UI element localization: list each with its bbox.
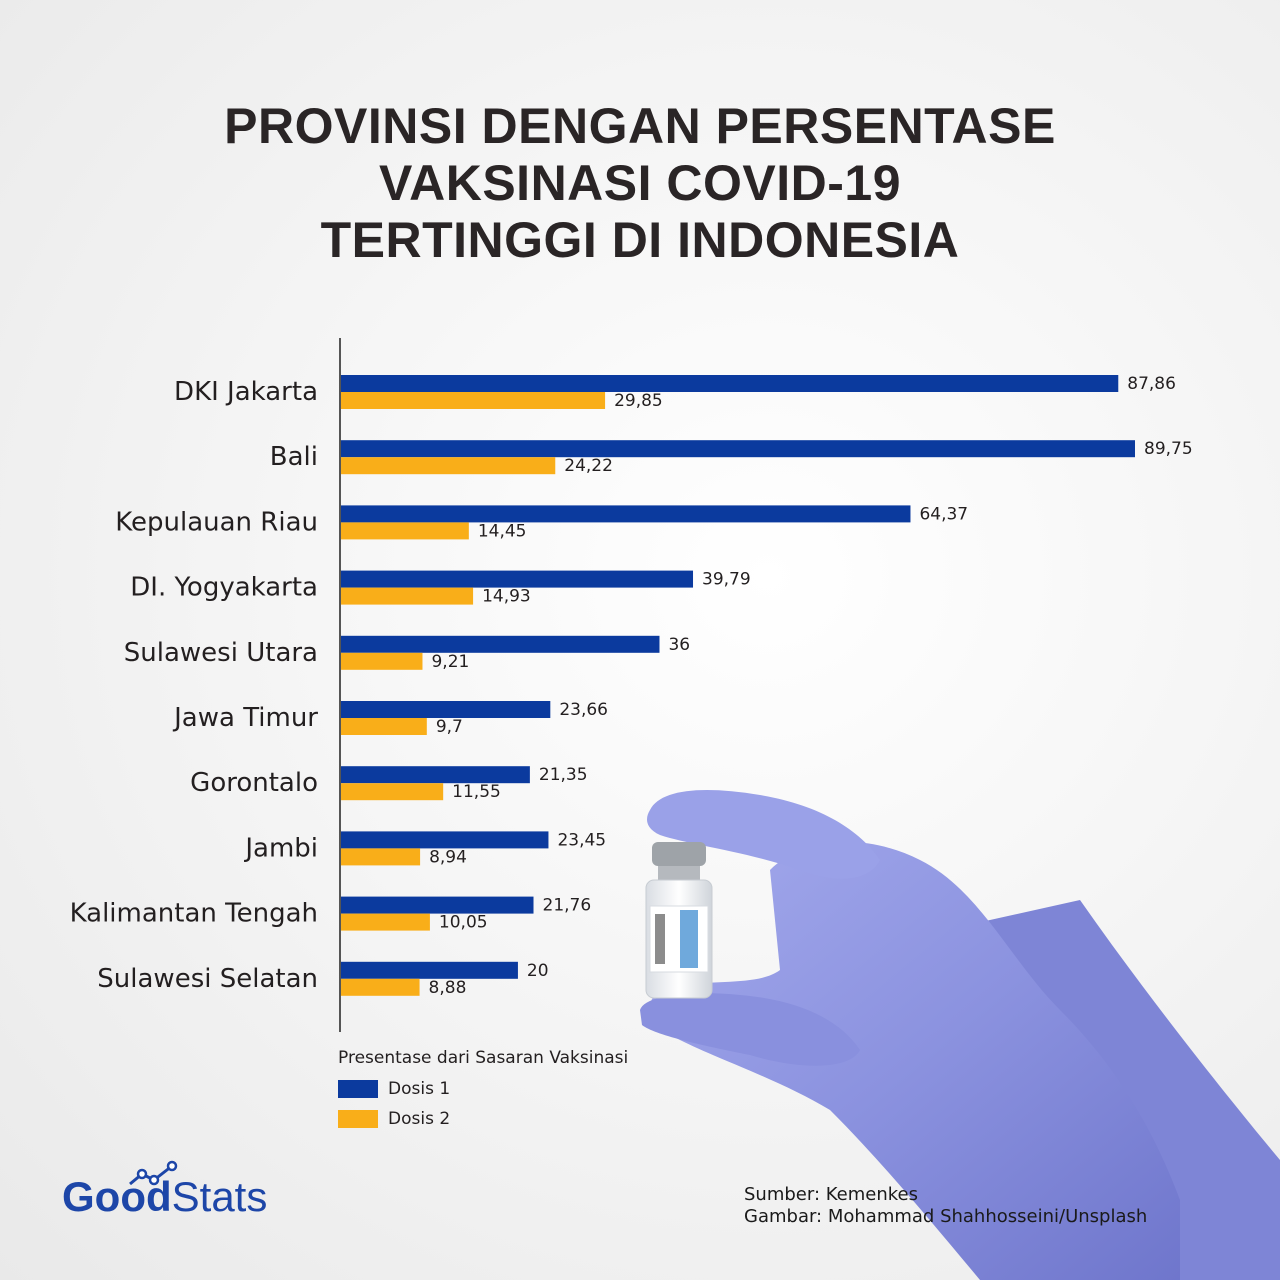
goodstats-logo-icon — [129, 1160, 178, 1186]
value-label-dosis-1: 20 — [527, 961, 549, 981]
bar-dosis-1 — [341, 505, 911, 523]
value-label-dosis-2: 29,85 — [614, 391, 663, 411]
bar-dosis-2 — [341, 783, 444, 801]
category-label: DKI Jakarta — [174, 377, 318, 407]
bar-dosis-2 — [341, 457, 556, 475]
bar-dosis-2 — [341, 848, 421, 866]
legend-label-dosis-1: Dosis 1 — [388, 1079, 451, 1099]
value-label-dosis-2: 14,45 — [478, 521, 527, 541]
category-label: Kalimantan Tengah — [70, 899, 318, 929]
image-credit-text: Gambar: Mohammad Shahhosseini/Unsplash — [744, 1206, 1148, 1227]
category-label: Sulawesi Utara — [124, 638, 318, 668]
bar-dosis-1 — [341, 961, 518, 979]
legend-item-dosis-1: Dosis 1 — [338, 1074, 628, 1104]
source-text: Sumber: Kemenkes — [744, 1184, 918, 1205]
value-label-dosis-2: 8,94 — [429, 847, 467, 867]
bars-group: DKI Jakarta 87,86 29,85 Bali 89,75 24,22 Kepul… — [70, 374, 1193, 998]
value-label-dosis-1: 89,75 — [1144, 439, 1193, 459]
value-label-dosis-2: 9,21 — [431, 652, 469, 672]
bar-dosis-1 — [341, 831, 549, 849]
category-label: Jambi — [243, 833, 318, 863]
bar-dosis-2 — [341, 978, 420, 996]
logo-stats-text: Stats — [171, 1173, 268, 1220]
title-line-2: VAKSINASI COVID-19 — [378, 155, 902, 211]
category-label: Sulawesi Selatan — [97, 964, 318, 994]
bar-dosis-1 — [341, 375, 1119, 392]
legend-label-dosis-2: Dosis 2 — [388, 1109, 451, 1129]
bar-dosis-1 — [341, 440, 1135, 458]
bar-dosis-2 — [341, 392, 606, 409]
legend-title: Presentase dari Sasaran Vaksinasi — [338, 1048, 629, 1068]
value-label-dosis-1: 36 — [668, 635, 690, 655]
value-label-dosis-2: 14,93 — [482, 587, 531, 607]
bar-dosis-1 — [341, 635, 660, 653]
value-label-dosis-2: 8,88 — [429, 978, 467, 998]
legend: Presentase dari Sasaran Vaksinasi Dosis … — [338, 1048, 628, 1134]
value-label-dosis-1: 23,66 — [559, 700, 608, 720]
legend-swatch-dosis-2 — [338, 1110, 378, 1128]
value-label-dosis-1: 23,45 — [557, 830, 606, 850]
legend-swatch-dosis-1 — [338, 1080, 378, 1098]
bar-dosis-2 — [341, 587, 474, 605]
title-line-3: TERTINGGI DI INDONESIA — [320, 212, 960, 268]
legend-item-dosis-2: Dosis 2 — [338, 1104, 628, 1134]
bar-dosis-1 — [341, 766, 530, 784]
bar-dosis-2 — [341, 522, 469, 540]
value-label-dosis-1: 87,86 — [1127, 374, 1176, 394]
value-label-dosis-1: 21,76 — [543, 896, 592, 916]
page-title: PROVINSI DENGAN PERSENTASE VAKSINASI COV… — [0, 98, 1280, 269]
category-label: Bali — [270, 442, 318, 472]
goodstats-logo: GoodStats — [62, 1162, 302, 1232]
bar-dosis-1 — [341, 570, 694, 588]
value-label-dosis-1: 64,37 — [919, 504, 968, 524]
bar-dosis-1 — [341, 701, 551, 718]
title-line-1: PROVINSI DENGAN PERSENTASE — [224, 98, 1056, 154]
source-credits: Sumber: Kemenkes Gambar: Mohammad Shahho… — [744, 1184, 1147, 1228]
bar-dosis-2 — [341, 913, 430, 931]
value-label-dosis-2: 10,05 — [439, 913, 488, 933]
bar-dosis-2 — [341, 718, 427, 735]
bar-dosis-2 — [341, 652, 423, 670]
value-label-dosis-1: 21,35 — [539, 765, 588, 785]
category-label: Kepulauan Riau — [115, 507, 318, 537]
value-label-dosis-2: 24,22 — [564, 456, 613, 476]
category-label: Gorontalo — [190, 768, 318, 798]
category-label: Jawa Timur — [172, 703, 318, 733]
value-label-dosis-2: 9,7 — [436, 717, 463, 737]
value-label-dosis-2: 11,55 — [452, 782, 501, 802]
category-label: DI. Yogyakarta — [130, 573, 318, 603]
bar-dosis-1 — [341, 896, 534, 914]
value-label-dosis-1: 39,79 — [702, 570, 751, 590]
